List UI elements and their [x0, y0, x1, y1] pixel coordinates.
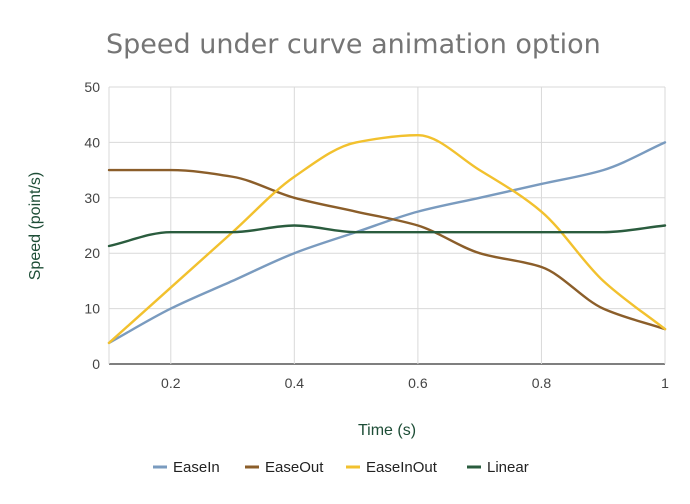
- series-line-linear: [107, 224, 667, 248]
- x-tick-label: 0.2: [161, 375, 181, 391]
- chart-title: Speed under curve animation option: [106, 29, 601, 60]
- legend-label-easeinout: EaseInOut: [366, 459, 438, 476]
- legend-label-linear: Linear: [487, 459, 529, 476]
- y-tick-label: 50: [84, 79, 100, 95]
- x-tick-label: 1: [661, 375, 669, 391]
- y-axis-label: Speed (point/s): [27, 172, 44, 281]
- tick-labels: 0 10 20 30 40 50 0.2 0.4 0.6 0.8 1: [84, 79, 669, 391]
- x-tick-label: 0.8: [532, 375, 552, 391]
- x-axis-label: Time (s): [358, 422, 416, 439]
- y-tick-label: 40: [84, 134, 100, 150]
- y-tick-label: 20: [84, 245, 100, 261]
- gridlines: [108, 86, 666, 365]
- x-tick-label: 0.4: [285, 375, 305, 391]
- y-tick-label: 0: [92, 356, 100, 372]
- x-tick-label: 0.6: [408, 375, 428, 391]
- series-line-easeinout: [107, 134, 667, 345]
- legend: EaseIn EaseOut EaseInOut Linear: [153, 459, 529, 476]
- legend-label-easeout: EaseOut: [265, 459, 324, 476]
- legend-label-easein: EaseIn: [173, 459, 220, 476]
- series-line-easeout: [107, 168, 667, 331]
- series-lines: [107, 134, 667, 345]
- y-tick-label: 30: [84, 190, 100, 206]
- y-tick-label: 10: [84, 301, 100, 317]
- series-line-easein: [107, 141, 667, 345]
